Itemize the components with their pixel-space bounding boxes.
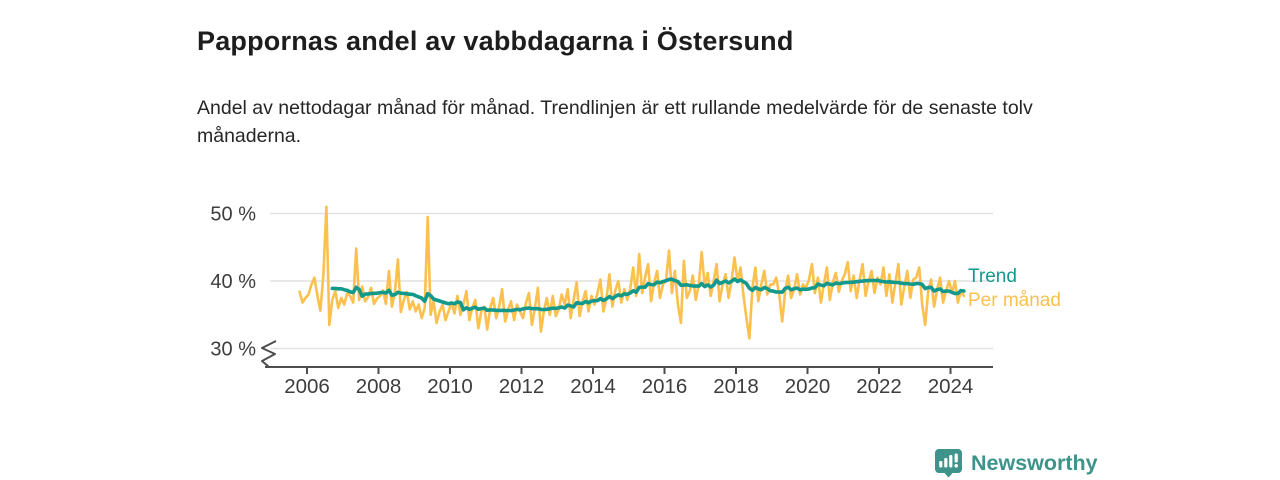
- x-tick-label: 2022: [856, 375, 902, 398]
- bar-chart-bubble-icon: [934, 448, 963, 478]
- newsworthy-logo: Newsworthy: [934, 448, 1098, 478]
- page-title: Pappornas andel av vabbdagarna i Östersu…: [197, 26, 794, 57]
- x-tick-label: 2010: [427, 375, 473, 398]
- x-tick-label: 2012: [499, 375, 545, 398]
- y-tick-label: 30 %: [210, 339, 256, 361]
- x-tick-label: 2006: [284, 375, 330, 398]
- axis-break-icon: [261, 340, 277, 368]
- trend-line: [330, 277, 966, 313]
- y-tick-label: 50 %: [210, 204, 256, 226]
- x-tick-label: 2018: [713, 375, 759, 398]
- x-tick-label: 2020: [785, 375, 831, 398]
- monthly-line: [298, 205, 966, 340]
- x-tick-label: 2024: [928, 375, 974, 398]
- x-tick-label: 2008: [356, 375, 402, 398]
- bubble-shape: [935, 449, 962, 478]
- chart-area: 50 % 40 % 30 % 2006 2008 2010 2012 2014 2016 2018…: [190, 185, 1010, 405]
- x-tick-label: 2014: [570, 375, 616, 398]
- x-tick-label: 2016: [642, 375, 688, 398]
- legend-trend-label: Trend: [968, 266, 1017, 287]
- legend-monthly-label: Per månad: [968, 290, 1061, 311]
- brand-name: Newsworthy: [971, 450, 1098, 475]
- chart-subtitle: Andel av nettodagar månad för månad. Tre…: [197, 96, 1033, 147]
- y-tick-label: 40 %: [210, 271, 256, 293]
- chart-canvas: 50 % 40 % 30 % 2006 2008 2010 2012 2014 2016 2018…: [210, 204, 993, 398]
